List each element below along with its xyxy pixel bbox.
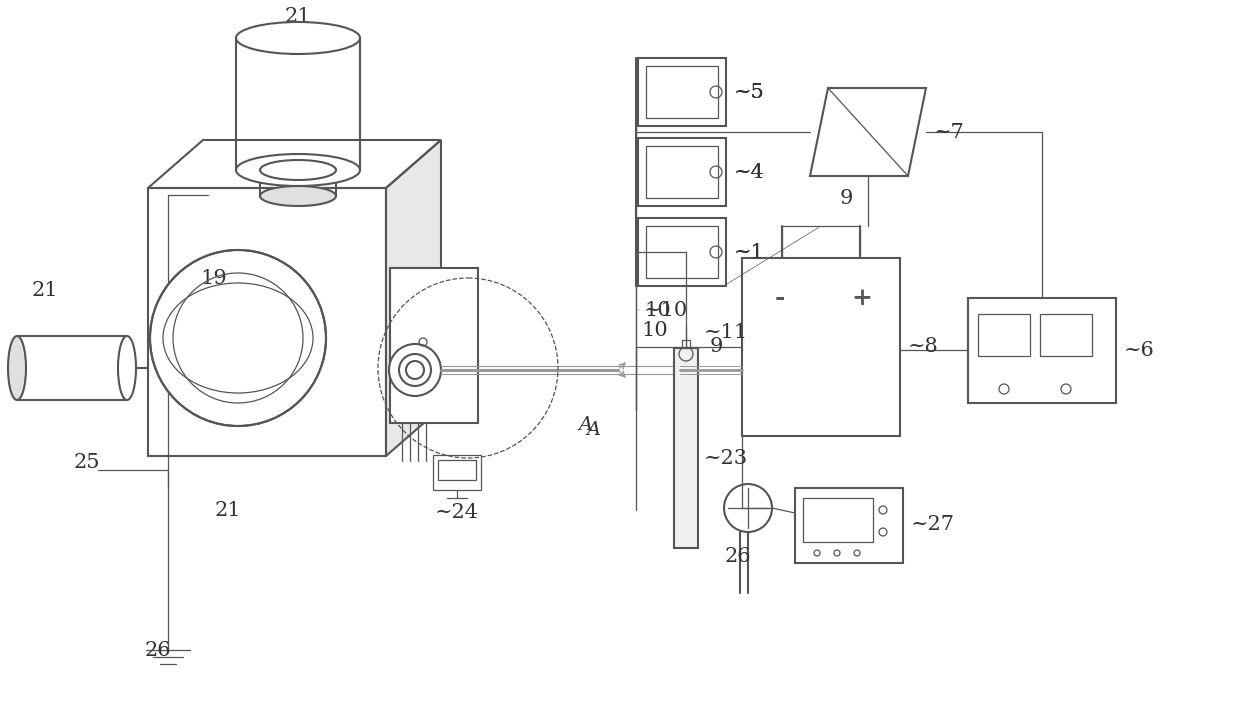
Text: +: + (852, 286, 873, 310)
Text: 21: 21 (285, 6, 311, 26)
Bar (646, 66, 718, 118)
Text: ~27: ~27 (911, 516, 955, 534)
Text: ~1: ~1 (734, 243, 765, 261)
Bar (639, 138, 725, 206)
Text: 10: 10 (644, 301, 671, 320)
Ellipse shape (260, 186, 336, 206)
Text: 9: 9 (839, 189, 853, 208)
Text: -: - (775, 286, 785, 310)
Bar (391, 268, 477, 423)
Polygon shape (810, 88, 926, 176)
Ellipse shape (236, 22, 360, 54)
Circle shape (150, 250, 326, 426)
Ellipse shape (118, 336, 136, 400)
Bar (978, 314, 1030, 356)
Bar (639, 58, 725, 126)
Text: 19: 19 (200, 269, 227, 287)
Bar (795, 488, 903, 563)
Circle shape (399, 354, 432, 386)
Text: ~24: ~24 (435, 503, 479, 521)
Bar (1040, 314, 1092, 356)
Text: ~4: ~4 (734, 162, 765, 182)
Text: ~8: ~8 (908, 337, 939, 357)
Text: 21: 21 (215, 500, 242, 520)
Bar (804, 498, 873, 542)
Text: ~11: ~11 (704, 324, 748, 342)
Text: A: A (578, 416, 593, 434)
Text: 10: 10 (641, 320, 668, 340)
Text: A: A (587, 421, 600, 439)
Text: ~23: ~23 (704, 449, 748, 467)
Bar (675, 348, 698, 548)
Circle shape (405, 361, 424, 379)
Bar (742, 258, 900, 436)
Bar (646, 226, 718, 278)
Bar (639, 218, 725, 286)
Polygon shape (148, 140, 441, 188)
Text: 26: 26 (724, 546, 751, 566)
Text: 9: 9 (711, 337, 723, 357)
Text: ~1: ~1 (734, 243, 765, 261)
Text: 26: 26 (145, 640, 171, 660)
Bar (148, 188, 386, 456)
Text: 25: 25 (74, 452, 100, 472)
Ellipse shape (7, 336, 26, 400)
Polygon shape (386, 140, 441, 456)
Text: ~5: ~5 (734, 83, 765, 101)
Bar (968, 298, 1116, 403)
Text: ~10: ~10 (644, 301, 688, 320)
Text: ~7: ~7 (934, 123, 965, 141)
Polygon shape (148, 188, 386, 456)
Text: 21: 21 (32, 281, 58, 299)
Ellipse shape (236, 154, 360, 186)
Bar (438, 460, 476, 480)
Text: ~6: ~6 (1123, 340, 1154, 360)
Circle shape (389, 344, 441, 396)
Bar (646, 146, 718, 198)
Text: ~5: ~5 (734, 83, 765, 101)
Ellipse shape (260, 160, 336, 180)
Text: ~4: ~4 (734, 162, 765, 182)
Bar (433, 455, 481, 490)
Bar (682, 340, 689, 348)
